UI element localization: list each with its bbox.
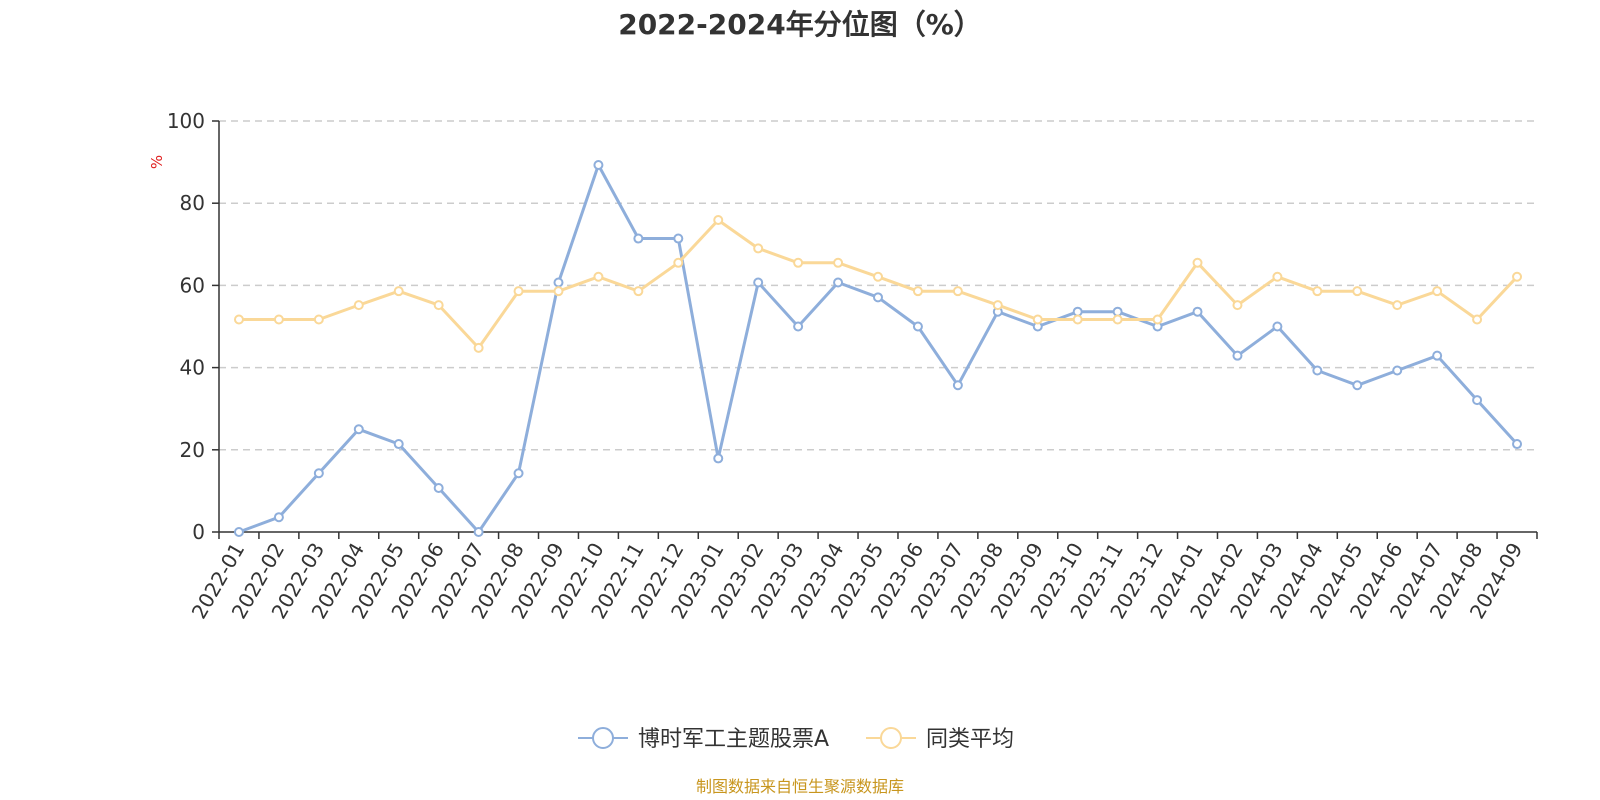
data-point[interactable] (553, 286, 564, 297)
data-point[interactable] (1112, 306, 1123, 317)
data-point[interactable] (1192, 306, 1203, 317)
data-point[interactable] (673, 233, 684, 244)
y-tick-label-0: 0 (192, 520, 205, 544)
data-point[interactable] (873, 292, 883, 303)
data-point[interactable] (1392, 300, 1403, 311)
data-point[interactable] (1272, 321, 1283, 332)
data-point[interactable] (1272, 271, 1283, 282)
y-tick-label-20: 20 (180, 438, 205, 462)
data-point[interactable] (1152, 314, 1163, 325)
data-point[interactable] (593, 159, 604, 170)
data-point[interactable] (473, 342, 484, 353)
data-point[interactable] (833, 277, 844, 288)
data-point[interactable] (633, 286, 644, 297)
series-line-2 (239, 218, 1519, 350)
data-point[interactable] (1352, 286, 1363, 297)
data-point[interactable] (873, 271, 883, 282)
legend-marker-series-1 (592, 727, 614, 749)
data-point[interactable] (1472, 314, 1483, 325)
data-point[interactable] (353, 424, 364, 435)
y-axis-label: % (148, 155, 166, 169)
data-point[interactable] (793, 257, 804, 268)
y-tick-label-100: 100 (167, 109, 205, 133)
data-point[interactable] (553, 277, 564, 288)
series-layer (233, 159, 1523, 537)
data-point[interactable] (273, 512, 284, 523)
legend-label-series-2: 同类平均 (926, 727, 1014, 752)
y-tick-label-40: 40 (180, 356, 205, 380)
data-point[interactable] (233, 527, 244, 537)
data-point[interactable] (1472, 395, 1483, 406)
data-point[interactable] (473, 527, 484, 537)
data-point[interactable] (673, 257, 684, 268)
data-point[interactable] (393, 286, 404, 297)
axes: 0204060801002022-012022-022022-032022-04… (167, 109, 1538, 623)
data-point[interactable] (433, 483, 444, 494)
data-point[interactable] (313, 314, 324, 325)
source-note: 制图数据来自恒生聚源数据库 (696, 777, 904, 796)
data-point[interactable] (313, 468, 324, 479)
legend: 博时军工主题股票A 同类平均 (578, 727, 1014, 752)
data-point[interactable] (1072, 314, 1083, 325)
data-point[interactable] (593, 271, 604, 282)
data-point[interactable] (992, 300, 1003, 311)
y-tick-label-80: 80 (180, 191, 205, 215)
chart-title: 2022-2024年分位图（%） (618, 8, 982, 41)
data-point[interactable] (1032, 314, 1043, 325)
data-point[interactable] (753, 243, 764, 254)
data-point[interactable] (1512, 271, 1523, 282)
grid-lines (219, 120, 1537, 451)
data-point[interactable] (753, 277, 764, 288)
data-point[interactable] (912, 286, 923, 297)
y-tick-label-60: 60 (180, 273, 205, 297)
data-point[interactable] (513, 286, 524, 297)
data-point[interactable] (633, 233, 644, 244)
data-point[interactable] (833, 257, 844, 268)
data-point[interactable] (952, 286, 963, 297)
legend-label-series-1: 博时军工主题股票A (638, 727, 829, 752)
data-point[interactable] (1352, 380, 1363, 391)
data-point[interactable] (793, 321, 804, 332)
data-point[interactable] (952, 380, 963, 391)
data-point[interactable] (1432, 350, 1443, 361)
data-point[interactable] (1392, 365, 1403, 376)
data-point[interactable] (233, 314, 244, 325)
series-line-1 (238, 163, 1519, 534)
data-point[interactable] (1112, 314, 1123, 325)
data-point[interactable] (513, 468, 524, 479)
data-point[interactable] (1432, 286, 1443, 297)
data-point[interactable] (713, 453, 724, 464)
data-point[interactable] (433, 300, 444, 311)
series-1 (233, 159, 1523, 537)
legend-item-series-2[interactable]: 同类平均 (866, 727, 1014, 752)
data-point[interactable] (1312, 286, 1323, 297)
data-point[interactable] (1232, 300, 1243, 311)
legend-item-series-1[interactable]: 博时军工主题股票A (578, 727, 829, 752)
data-point[interactable] (1072, 306, 1083, 317)
data-point[interactable] (1232, 350, 1243, 361)
data-point[interactable] (273, 314, 284, 325)
data-point[interactable] (353, 300, 364, 311)
series-2 (233, 215, 1523, 353)
data-point[interactable] (1312, 365, 1323, 376)
data-point[interactable] (393, 439, 404, 450)
legend-marker-series-2 (880, 727, 902, 749)
data-point[interactable] (1192, 257, 1203, 268)
data-point[interactable] (1512, 439, 1523, 450)
data-point[interactable] (912, 321, 923, 332)
data-point[interactable] (713, 215, 724, 226)
